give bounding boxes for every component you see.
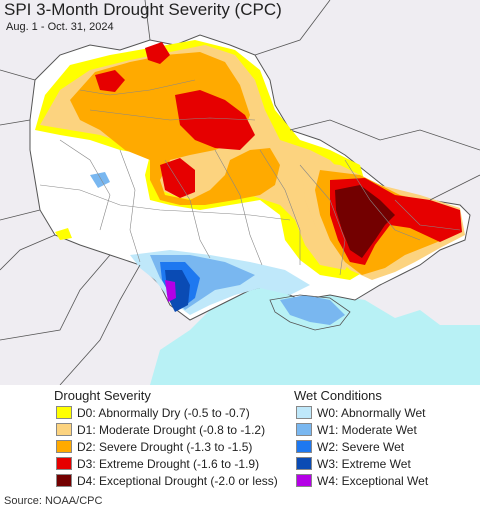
wet-legend-label: W1: Moderate Wet xyxy=(317,422,417,437)
drought-legend-swatch xyxy=(56,423,72,436)
wet-legend-swatch xyxy=(296,423,312,436)
region-d3-north-1 xyxy=(175,90,255,150)
drought-legend-item: D2: Severe Drought (-1.3 to -1.5) xyxy=(56,438,252,455)
wet-legend-heading: Wet Conditions xyxy=(294,388,382,403)
crimea-outline xyxy=(269,294,351,331)
drought-map xyxy=(0,0,480,385)
drought-legend-item: D3: Extreme Drought (-1.6 to -1.9) xyxy=(56,455,259,472)
wet-legend-label: W3: Extreme Wet xyxy=(317,456,411,471)
wet-legend-swatch xyxy=(296,474,312,487)
drought-legend-heading: Drought Severity xyxy=(54,388,151,403)
wet-legend-item: W3: Extreme Wet xyxy=(296,455,411,472)
wet-legend-swatch xyxy=(296,440,312,453)
map-subtitle: Aug. 1 - Oct. 31, 2024 xyxy=(6,21,114,33)
region-d3-north-2 xyxy=(160,158,195,198)
wet-legend-item: W0: Abnormally Wet xyxy=(296,404,425,421)
region-d0-west xyxy=(55,228,72,240)
drought-legend-label: D4: Exceptional Drought (-2.0 or less) xyxy=(77,473,278,488)
wet-legend-swatch xyxy=(296,457,312,470)
wet-legend-item: W1: Moderate Wet xyxy=(296,421,417,438)
region-w3-south xyxy=(165,270,190,312)
wet-legend-swatch xyxy=(296,406,312,419)
drought-legend-item: D0: Abnormally Dry (-0.5 to -0.7) xyxy=(56,404,250,421)
drought-legend-swatch xyxy=(56,440,72,453)
region-d4-east xyxy=(335,185,395,258)
source-note: Source: NOAA/CPC xyxy=(4,495,103,507)
drought-legend-label: D0: Abnormally Dry (-0.5 to -0.7) xyxy=(77,405,250,420)
drought-legend-label: D2: Severe Drought (-1.3 to -1.5) xyxy=(77,439,253,454)
wet-legend-item: W2: Severe Wet xyxy=(296,438,404,455)
oblast-borders xyxy=(39,79,461,276)
region-d2-north xyxy=(70,52,280,205)
country-borders xyxy=(0,0,480,385)
region-w4-south xyxy=(165,280,176,302)
drought-legend-label: D1: Moderate Drought (-0.8 to -1.2) xyxy=(77,422,266,437)
wet-legend-label: W4: Exceptional Wet xyxy=(317,473,429,488)
wet-legend-item: W4: Exceptional Wet xyxy=(296,472,428,489)
wet-legend-label: W2: Severe Wet xyxy=(317,439,405,454)
region-w1-crimea xyxy=(280,295,345,325)
drought-legend-swatch xyxy=(56,474,72,487)
drought-legend-swatch xyxy=(56,406,72,419)
region-d3-north-3 xyxy=(95,70,125,92)
drought-legend-item: D1: Moderate Drought (-0.8 to -1.2) xyxy=(56,421,265,438)
drought-legend-swatch xyxy=(56,457,72,470)
map-title: SPI 3-Month Drought Severity (CPC) xyxy=(4,0,282,19)
drought-legend-label: D3: Extreme Drought (-1.6 to -1.9) xyxy=(77,456,260,471)
wet-legend-label: W0: Abnormally Wet xyxy=(317,405,426,420)
drought-legend-item: D4: Exceptional Drought (-2.0 or less) xyxy=(56,472,278,489)
region-d3-north-4 xyxy=(145,42,170,64)
black-sea xyxy=(150,285,480,385)
region-w1-west xyxy=(90,172,110,188)
